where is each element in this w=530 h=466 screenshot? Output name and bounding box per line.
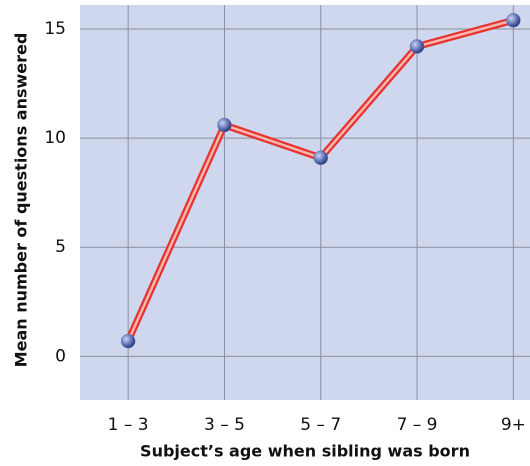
y-tick-label: 15 <box>44 19 66 39</box>
marker <box>313 150 328 166</box>
x-tick-label: 5 – 7 <box>300 415 341 435</box>
y-tick-label: 0 <box>55 346 66 366</box>
y-tick-label: 5 <box>55 237 66 257</box>
marker <box>120 333 136 349</box>
x-tick-label: 9+ <box>501 415 526 435</box>
marker <box>217 117 232 133</box>
x-axis-title: Subject’s age when sibling was born <box>140 442 470 461</box>
marker <box>409 39 425 54</box>
y-tick-label: 10 <box>44 128 66 148</box>
y-axis-title: Mean number of questions answered <box>12 33 31 368</box>
x-tick-label: 3 – 5 <box>204 415 245 435</box>
x-tick-label: 1 – 3 <box>108 415 149 435</box>
x-tick-label: 7 – 9 <box>397 415 438 435</box>
marker <box>506 13 521 28</box>
plot-area <box>80 5 530 400</box>
